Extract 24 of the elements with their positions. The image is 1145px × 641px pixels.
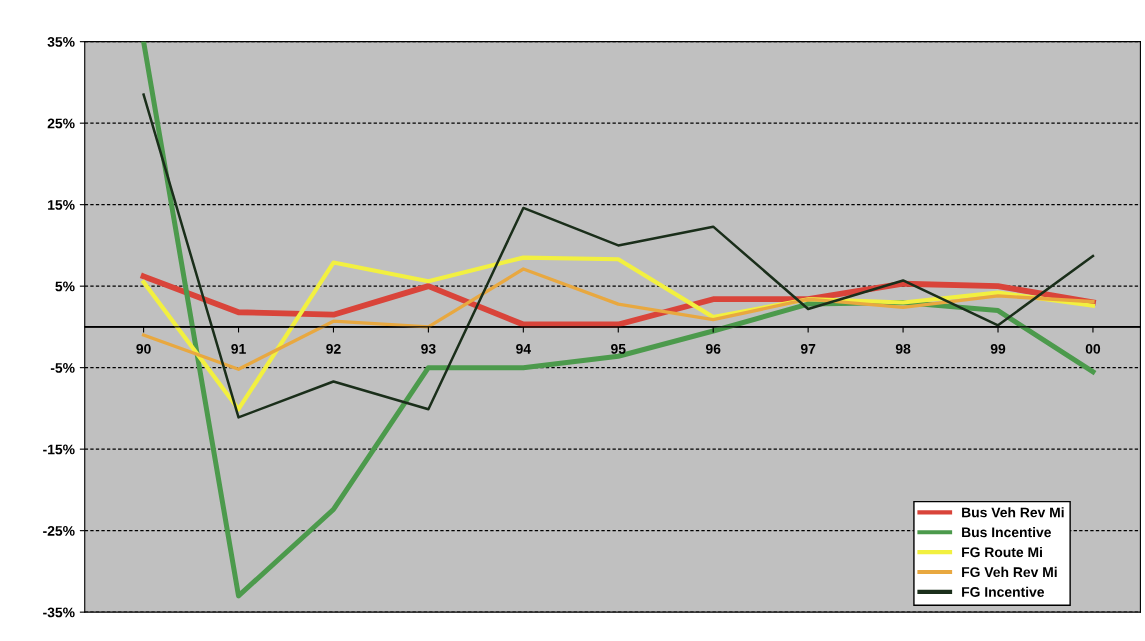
x-tick-label: 00 [1085,343,1101,354]
y-tick-label: 25% [47,118,75,129]
legend-label: Bus Veh Rev Mi [962,507,1064,518]
x-tick-label: 93 [421,343,436,354]
x-tick-label: 92 [326,343,341,354]
x-tick-label: 90 [136,343,151,354]
x-tick-label: 96 [705,343,721,354]
y-tick-label: -5% [50,363,75,373]
y-tick-label: -15% [43,444,75,455]
y-tick-label: -25% [43,525,75,536]
x-tick-label: 95 [611,343,626,354]
x-tick-label: 98 [895,343,911,354]
x-tick-label: 94 [516,343,531,354]
y-tick-label: 35% [47,37,75,47]
x-tick-label: 91 [231,343,246,354]
legend-label: FG Incentive [962,586,1045,597]
legend-label: FG Route Mi [962,546,1042,558]
x-tick-label: 99 [990,343,1006,354]
y-tick-label: -35% [43,607,75,618]
y-tick-label: 15% [48,200,75,210]
y-tick-label: 5% [55,281,75,292]
x-tick-label: 97 [800,343,816,354]
legend-label: Bus Incentive [962,527,1051,538]
legend-label: FG Veh Rev Mi [962,566,1057,578]
